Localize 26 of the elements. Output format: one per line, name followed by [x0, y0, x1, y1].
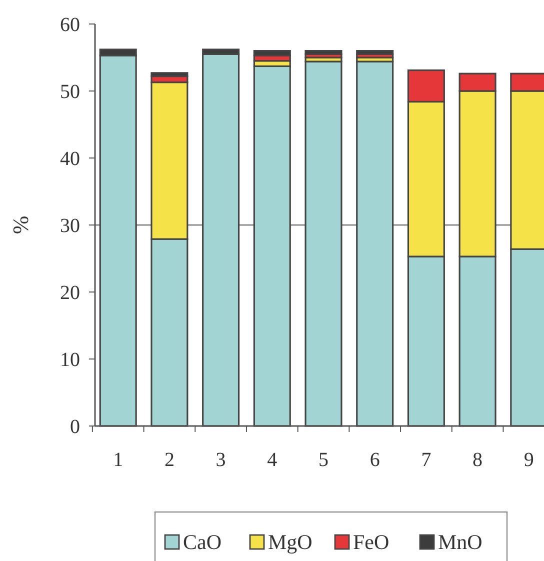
legend-label: MnO [438, 530, 482, 554]
legend-label: CaO [183, 530, 222, 554]
y-tick-label: 50 [60, 81, 80, 103]
x-tick-label: 5 [318, 449, 328, 471]
x-tick-label: 4 [267, 449, 278, 471]
y-tick-label: 60 [60, 14, 80, 36]
bar [356, 50, 394, 55]
y-tick-label: 0 [70, 416, 80, 438]
bar [356, 60, 394, 427]
y-tick-label: 20 [60, 282, 80, 304]
x-tick-label: 2 [164, 449, 174, 471]
y-axis-title: % [8, 216, 33, 234]
x-tick-label: 1 [113, 449, 124, 471]
x-tick-label: 7 [421, 449, 432, 471]
legend-label: MgO [268, 530, 312, 554]
x-tick-label: 6 [370, 449, 380, 471]
x-tick-label: 3 [216, 449, 226, 471]
y-tick-label: 40 [60, 148, 80, 170]
x-tick-label: 9 [524, 449, 534, 471]
bar [253, 65, 291, 427]
y-tick-label: 10 [60, 349, 80, 371]
y-tick-label: 30 [60, 215, 80, 237]
bar [304, 60, 342, 427]
x-tick-label: 8 [472, 449, 483, 471]
legend-label: FeO [353, 530, 390, 554]
bar [304, 50, 342, 55]
